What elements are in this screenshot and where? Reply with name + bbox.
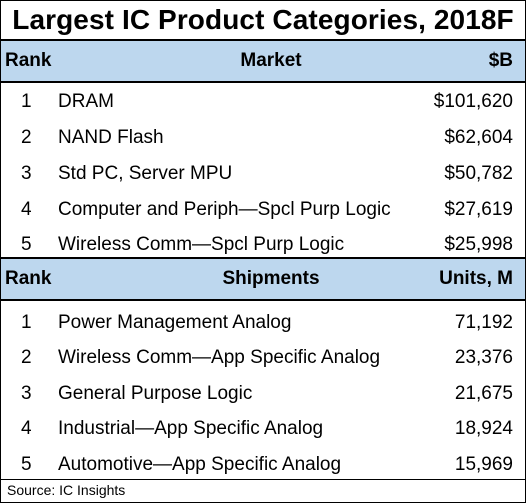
shipments-cell: General Purpose Logic [58, 383, 253, 404]
table-row: 3 General Purpose Logic 21,675 [1, 377, 525, 411]
shipments-cell: Power Management Analog [58, 312, 292, 333]
table-row: 1 Power Management Analog 71,192 [1, 306, 525, 340]
shipments-cell: Wireless Comm—App Specific Analog [58, 347, 381, 368]
table-row: 5 Automotive—App Specific Analog 15,969 [1, 448, 525, 482]
rank-cell: 4 [21, 418, 32, 439]
value-cell: $101,620 [433, 91, 513, 112]
market-cell: NAND Flash [58, 127, 164, 148]
table-row: 1 DRAM $101,620 [1, 85, 525, 119]
column-header-value: $B [488, 50, 513, 71]
market-cell: DRAM [58, 91, 114, 112]
rank-cell: 5 [21, 454, 32, 475]
rank-cell: 2 [21, 347, 32, 368]
value-cell: 15,969 [454, 454, 513, 475]
table-row: 2 NAND Flash $62,604 [1, 121, 525, 155]
rank-cell: 5 [21, 234, 32, 255]
table-row: 3 Std PC, Server MPU $50,782 [1, 157, 525, 191]
value-cell: $25,998 [444, 234, 513, 255]
rank-cell: 4 [21, 199, 32, 220]
column-header-market: Market [240, 50, 302, 71]
header-divider [1, 81, 525, 83]
value-cell: 71,192 [454, 312, 513, 333]
shipments-cell: Industrial—App Specific Analog [58, 418, 324, 439]
shipments-cell: Automotive—App Specific Analog [58, 454, 342, 475]
column-header-shipments: Shipments [222, 268, 320, 289]
table-row: 4 Industrial—App Specific Analog 18,924 [1, 412, 525, 446]
value-cell: $50,782 [444, 163, 513, 184]
rank-cell: 3 [21, 163, 32, 184]
column-header-units: Units, M [439, 268, 513, 289]
shipments-table-header: Rank Shipments Units, M [1, 259, 525, 299]
column-header-rank: Rank [5, 50, 52, 71]
footer-divider [1, 479, 525, 480]
section-divider [1, 257, 525, 259]
market-cell: Wireless Comm—Spcl Purp Logic [58, 234, 345, 255]
table-row: 2 Wireless Comm—App Specific Analog 23,3… [1, 341, 525, 375]
rank-cell: 1 [21, 312, 32, 333]
market-table-header: Rank Market $B [1, 41, 525, 81]
market-cell: Std PC, Server MPU [58, 163, 233, 184]
source-note: Source: IC Insights [7, 482, 126, 498]
table-title: Largest IC Product Categories, 2018F [12, 4, 514, 35]
column-header-rank: Rank [5, 268, 52, 289]
rank-cell: 1 [21, 91, 32, 112]
rank-cell: 2 [21, 127, 32, 148]
value-cell: 18,924 [454, 418, 513, 439]
table-row: 4 Computer and Periph—Spcl Purp Logic $2… [1, 193, 525, 227]
value-cell: 21,675 [454, 383, 513, 404]
value-cell: $62,604 [444, 127, 513, 148]
title-divider [1, 39, 525, 41]
table-row: 5 Wireless Comm—Spcl Purp Logic $25,998 [1, 228, 525, 262]
header-divider [1, 299, 525, 301]
value-cell: 23,376 [454, 347, 513, 368]
market-cell: Computer and Periph—Spcl Purp Logic [58, 199, 391, 220]
value-cell: $27,619 [444, 199, 513, 220]
rank-cell: 3 [21, 383, 32, 404]
